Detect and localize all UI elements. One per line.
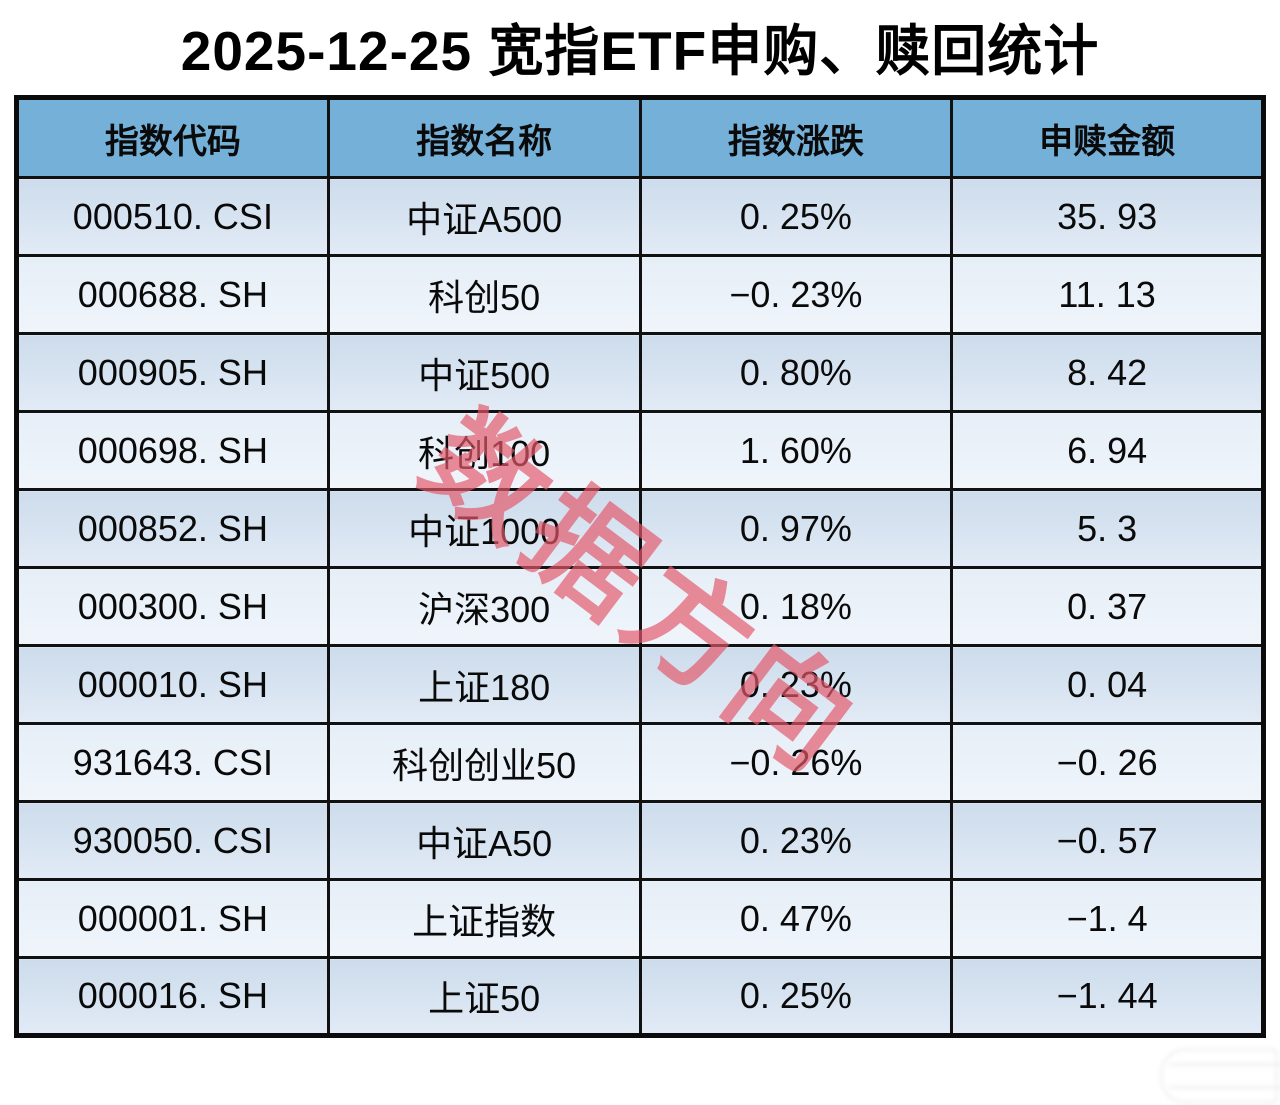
table-row: 000016. SH 上证50 0. 25% −1. 44 [15,956,1265,1037]
cell-index-code: 000698. SH [15,410,330,491]
cell-index-name: 科创100 [326,410,642,491]
cell-amount: −0. 57 [950,800,1265,881]
cell-index-change: −0. 23% [638,254,954,335]
cell-amount: 35. 93 [950,176,1265,257]
cell-index-name: 中证A500 [326,176,642,257]
table-row: 000010. SH 上证180 0. 23% 0. 04 [15,644,1265,725]
cell-index-code: 000300. SH [15,566,330,647]
cell-index-name: 中证A50 [326,800,642,881]
cell-index-name: 上证50 [326,956,642,1037]
cell-index-code: 000016. SH [15,956,330,1037]
cell-index-code: 930050. CSI [15,800,330,881]
table-row: 000905. SH 中证500 0. 80% 8. 42 [15,332,1265,413]
cell-index-change: 0. 25% [638,176,954,257]
table-row: 000510. CSI 中证A500 0. 25% 35. 93 [15,176,1265,257]
cell-index-code: 000905. SH [15,332,330,413]
table-row: 000001. SH 上证指数 0. 47% −1. 4 [15,878,1265,959]
cell-index-name: 上证指数 [326,878,642,959]
cell-amount: 5. 3 [950,488,1265,569]
cell-index-code: 000688. SH [15,254,330,335]
table-row: 000698. SH 科创100 1. 60% 6. 94 [15,410,1265,491]
table-header: 指数代码 指数名称 指数涨跌 申赎金额 [15,96,1265,179]
cell-index-change: 0. 97% [638,488,954,569]
cell-amount: −0. 26 [950,722,1265,803]
header-amount: 申赎金额 [950,96,1265,179]
header-row: 指数代码 指数名称 指数涨跌 申赎金额 [15,96,1265,179]
cell-index-change: −0. 26% [638,722,954,803]
cell-index-name: 科创50 [326,254,642,335]
cell-index-change: 0. 23% [638,644,954,725]
cell-index-name: 沪深300 [326,566,642,647]
cell-index-change: 0. 25% [638,956,954,1037]
cell-amount: 0. 04 [950,644,1265,725]
etf-subscription-table: 指数代码 指数名称 指数涨跌 申赎金额 000510. CSI 中证A500 0… [14,95,1266,1038]
cell-index-code: 000510. CSI [15,176,330,257]
cell-index-name: 上证180 [326,644,642,725]
header-index-change: 指数涨跌 [638,96,954,179]
table-row: 000852. SH 中证1000 0. 97% 5. 3 [15,488,1265,569]
cell-index-change: 0. 18% [638,566,954,647]
faint-ghost-watermark [1160,1048,1280,1104]
table-body: 000510. CSI 中证A500 0. 25% 35. 93 000688.… [15,176,1265,1037]
cell-index-code: 000001. SH [15,878,330,959]
cell-index-change: 0. 47% [638,878,954,959]
cell-amount: 8. 42 [950,332,1265,413]
cell-amount: 0. 37 [950,566,1265,647]
cell-amount: −1. 4 [950,878,1265,959]
header-index-name: 指数名称 [326,96,642,179]
cell-index-code: 000010. SH [15,644,330,725]
cell-index-change: 0. 23% [638,800,954,881]
cell-amount: 11. 13 [950,254,1265,335]
cell-index-change: 1. 60% [638,410,954,491]
cell-index-code: 931643. CSI [15,722,330,803]
table-row: 000688. SH 科创50 −0. 23% 11. 13 [15,254,1265,335]
table-row: 931643. CSI 科创创业50 −0. 26% −0. 26 [15,722,1265,803]
table-row: 930050. CSI 中证A50 0. 23% −0. 57 [15,800,1265,881]
page-title: 2025-12-25 宽指ETF申购、赎回统计 [180,20,1100,82]
cell-index-code: 000852. SH [15,488,330,569]
table-row: 000300. SH 沪深300 0. 18% 0. 37 [15,566,1265,647]
cell-index-name: 中证1000 [326,488,642,569]
cell-amount: 6. 94 [950,410,1265,491]
cell-index-change: 0. 80% [638,332,954,413]
cell-index-name: 中证500 [326,332,642,413]
cell-index-name: 科创创业50 [326,722,642,803]
header-index-code: 指数代码 [15,96,330,179]
cell-amount: −1. 44 [950,956,1265,1037]
